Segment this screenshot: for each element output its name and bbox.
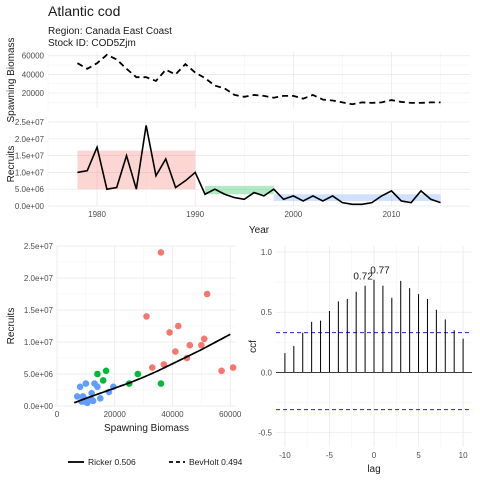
x-tick-label: 1980 [88, 210, 106, 219]
scatter-point [166, 329, 173, 336]
y-tick-label: 40000 [22, 70, 45, 79]
x-axis-label: Year [249, 225, 270, 236]
chart-title: Atlantic cod [48, 3, 120, 19]
scatter-point [94, 370, 101, 378]
x-tick-label: 60000 [219, 410, 242, 419]
region-subtitle: Region: Canada East Coast [48, 26, 172, 37]
scatter-point [97, 395, 104, 402]
y-tick-label: 2.5e+07 [15, 118, 45, 127]
y-tick-label: 1.0 [261, 248, 273, 257]
y-axis-label: ccf [248, 340, 259, 353]
x-axis-label: Spawning Biomass [104, 423, 189, 434]
scatter-point [203, 290, 211, 298]
y-tick-label: 1.0e+07 [24, 338, 54, 347]
y-tick-label: 0.0e+00 [24, 402, 54, 411]
scatter-point [186, 341, 194, 349]
x-tick-label: -10 [279, 451, 291, 460]
scatter-point [73, 393, 81, 400]
scatter-point [99, 377, 107, 384]
scatter-point [160, 361, 168, 368]
biomass-series-line [76, 53, 441, 106]
x-tick-label: 0 [372, 451, 377, 460]
x-tick-label: 10 [459, 451, 468, 460]
y-axis-label: Spawning Biomass [6, 37, 17, 122]
x-tick-label: 0 [55, 410, 60, 419]
y-axis-label: Recruits [6, 308, 17, 345]
y-tick-label: 1.5e+07 [15, 152, 45, 161]
ccf-annotation: 0.77 [370, 266, 390, 277]
regime-band [205, 185, 274, 195]
regime-band [273, 194, 441, 201]
scatter-point [198, 341, 205, 349]
x-tick-label: 1990 [186, 210, 204, 219]
y-tick-label: 2.0e+07 [15, 135, 45, 144]
x-tick-label: -5 [326, 451, 334, 460]
scatter-point [200, 335, 208, 343]
legend-label: Ricker 0.506 [88, 457, 136, 467]
x-tick-label: 2010 [383, 210, 401, 219]
y-tick-label: 2.0e+07 [24, 274, 54, 283]
y-tick-label: 5.0e+06 [15, 185, 45, 194]
y-tick-label: 5.0e+06 [24, 370, 54, 379]
scatter-point [148, 364, 156, 371]
y-tick-label: 2.5e+07 [24, 242, 54, 251]
scatter-point [218, 367, 225, 375]
ccf-panel: -10 -5 0 5 10 -0.5 0.0 0.5 1.0 ccf lag 0.720.77 [248, 246, 472, 475]
y-tick-label: 1.0e+07 [15, 168, 45, 177]
stock-recruit-panel: 0 20000 40000 60000 0.0e+00 5.0e+06 1.0e+07 1.5… [6, 242, 243, 467]
scatter-point [229, 364, 237, 371]
scatter-point [172, 348, 179, 355]
scatter-point [174, 322, 182, 330]
y-tick-label: 0.0e+00 [15, 202, 45, 211]
scatter-point [94, 383, 101, 391]
x-tick-label: 5 [416, 451, 421, 460]
regime-band [77, 150, 196, 190]
scatter-point [143, 313, 150, 320]
legend-label: BevHolt 0.494 [189, 457, 243, 467]
fit-line [74, 333, 231, 404]
x-tick-label: 40000 [161, 410, 184, 419]
biomass-panel: 20000 40000 60000 Spawning Biomass [6, 37, 470, 123]
recruits-panel: 1980 1990 2000 2010 0.0e+00 5.0e+06 1.0e+07 1.5… [6, 118, 470, 236]
y-axis-label: Recruits [6, 146, 17, 183]
scatter-point [76, 383, 84, 391]
y-tick-label: 20000 [22, 89, 45, 98]
x-tick-label: 2000 [284, 210, 302, 219]
x-axis-label: lag [367, 464, 380, 475]
x-tick-label: 20000 [104, 410, 127, 419]
scatter-point [157, 249, 165, 256]
scatter-point [157, 380, 165, 387]
y-tick-label: 1.5e+07 [24, 306, 54, 315]
ccf-annotation: 0.72 [353, 272, 373, 283]
y-tick-label: 60000 [22, 52, 45, 61]
recruits-series-line [77, 125, 441, 206]
y-tick-label: 0.0 [261, 368, 273, 377]
y-tick-label: -0.5 [258, 429, 272, 438]
scatter-point [134, 370, 142, 378]
scatter-point [89, 397, 97, 405]
stock-subtitle: Stock ID: COD5Zjm [48, 38, 136, 49]
scatter-point [102, 367, 110, 375]
scatter-point [82, 380, 90, 387]
y-tick-label: 0.5 [261, 308, 273, 317]
